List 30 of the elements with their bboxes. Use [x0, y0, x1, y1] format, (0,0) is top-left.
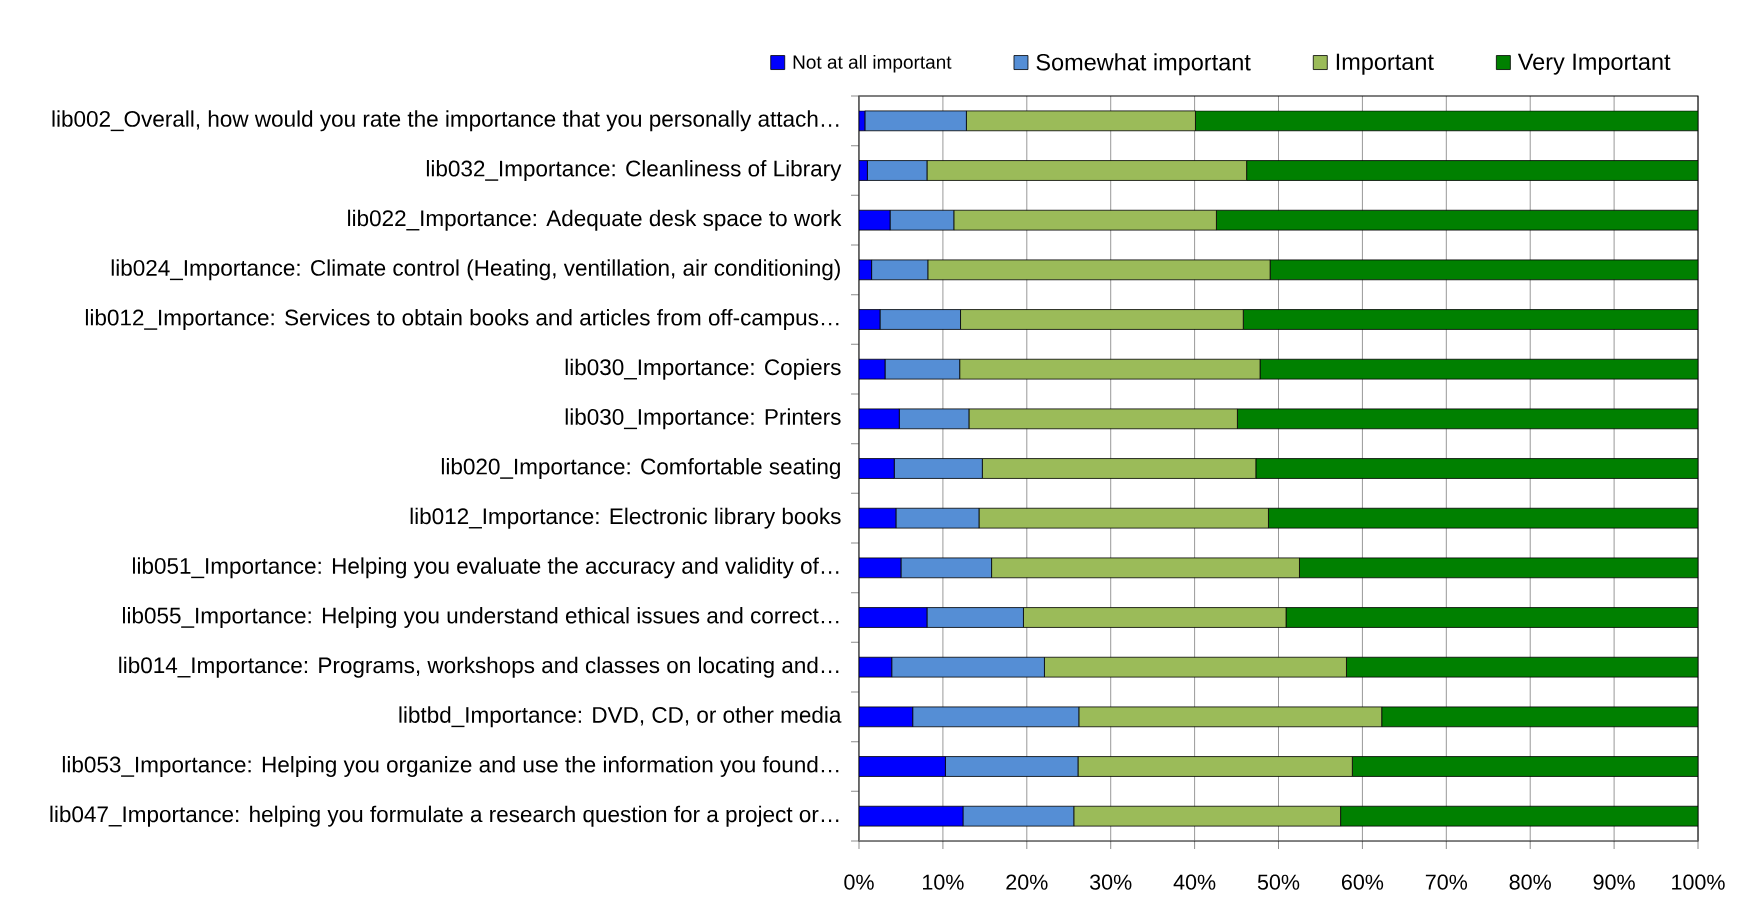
x-tick-label: 90% — [1593, 874, 1635, 890]
y-tick-label: lib032_Importance: Cleanliness of Library — [426, 160, 842, 181]
y-tick-label: lib012_Importance: Services to obtain books and articles from off-campus… — [85, 309, 839, 330]
x-tick-label: 100% — [1672, 874, 1725, 890]
x-tick-label: 50% — [1257, 874, 1300, 890]
y-tick-label: lib030_Importance: Printers — [565, 408, 841, 430]
legend-label: Very Important — [1517, 53, 1671, 75]
y-tick-label: lib012_Importance: Electronic library books — [410, 507, 841, 529]
legend-label: Somewhat important — [1036, 53, 1251, 76]
legend-label: Not at all important — [793, 54, 952, 73]
x-tick-label: 30% — [1090, 874, 1132, 890]
x-tick-label: 80% — [1509, 874, 1551, 890]
x-tick-label: 0% — [844, 874, 874, 890]
y-tick-label: lib020_Importance: Comfortable seating — [441, 458, 840, 479]
x-tick-label: 20% — [1006, 874, 1048, 890]
y-tick-label: libtbd_Importance: DVD, CD, or other media — [399, 706, 842, 728]
y-tick-label: lib055_Importance: Helping you understand ethical issues and correct… — [122, 607, 839, 628]
y-tick-label: lib053_Importance: Helping you organize and use the information you found… — [62, 756, 839, 777]
y-tick-label: lib014_Importance: Programs, workshops and classes on locating and… — [119, 656, 839, 678]
x-tick-label: 60% — [1341, 874, 1384, 890]
y-tick-label: lib022_Importance: Adequate desk space to work — [348, 209, 842, 231]
y-tick-label: lib047_Importance: helping you formulate a research question for a project or… — [50, 805, 839, 827]
x-tick-label: 40% — [1173, 874, 1216, 890]
x-tick-label: 10% — [923, 874, 964, 890]
y-tick-label: lib030_Importance: Copiers — [565, 358, 841, 380]
y-tick-label: lib024_Importance: Climate control (Heating, ventillation, air conditioning) — [111, 259, 840, 281]
x-tick-label: 70% — [1425, 874, 1468, 890]
y-tick-label: lib002_Overall, how would you rate the importance that you personally attach… — [52, 110, 839, 132]
y-tick-label: lib051_Importance: Helping you evaluate the accuracy and validity of… — [132, 557, 839, 579]
legend-label: Important — [1336, 53, 1434, 75]
